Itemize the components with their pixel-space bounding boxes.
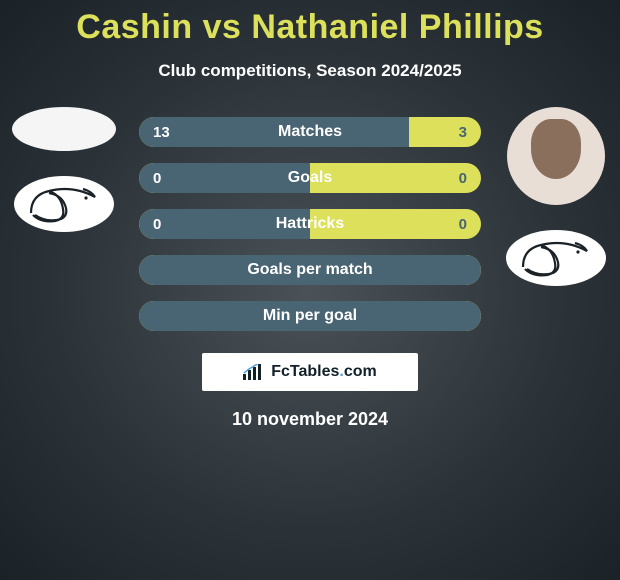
stat-bars: 133Matches 00Goals 00Hattricks Goals per ma… <box>139 117 481 347</box>
stat-bar: 00Goals <box>139 163 481 193</box>
stats-area: 133Matches 00Goals 00Hattricks Goals per ma… <box>0 117 620 347</box>
stat-label: Min per goal <box>139 307 481 325</box>
stat-label: Goals per match <box>139 261 481 279</box>
player-left-club-logo <box>13 175 115 233</box>
attribution-label: FcTables.com <box>271 363 377 380</box>
stat-label: Goals <box>139 169 481 187</box>
stat-bar: 133Matches <box>139 117 481 147</box>
stat-bar: Goals per match <box>139 255 481 285</box>
stat-bar: Min per goal <box>139 301 481 331</box>
player-left-avatar <box>12 107 116 151</box>
stat-label: Hattricks <box>139 215 481 233</box>
subtitle: Club competitions, Season 2024/2025 <box>0 61 620 81</box>
bars-chart-icon <box>243 364 265 380</box>
attribution-badge: FcTables.com <box>202 353 418 391</box>
page-title: Cashin vs Nathaniel Phillips <box>0 8 620 47</box>
attribution-text: FcTables.com <box>271 363 377 381</box>
player-right-club-logo <box>505 229 607 287</box>
stat-label: Matches <box>139 123 481 141</box>
player-right-avatar <box>507 107 605 205</box>
stat-bar: 00Hattricks <box>139 209 481 239</box>
date-text: 10 november 2024 <box>0 409 620 430</box>
player-left-column <box>4 107 124 233</box>
player-right-column <box>496 107 616 287</box>
